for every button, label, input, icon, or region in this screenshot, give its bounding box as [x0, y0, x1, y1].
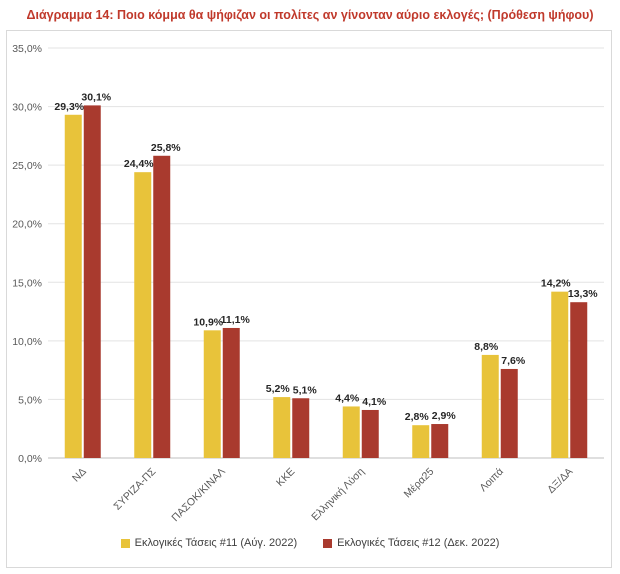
data-label: 2,8% [405, 411, 430, 423]
bar [551, 291, 569, 458]
y-tick-label: 20,0% [12, 219, 42, 231]
y-tick-label: 25,0% [12, 160, 42, 172]
x-tick-label: Ελληνική Λύση [309, 466, 367, 524]
legend-label-series-2: Εκλογικές Τάσεις #12 (Δεκ. 2022) [337, 537, 500, 549]
bar [153, 155, 171, 458]
x-tick-label: Μέρα25 [402, 466, 437, 501]
bar [64, 114, 82, 459]
legend-item-series-1: Εκλογικές Τάσεις #11 (Αύγ. 2022) [120, 537, 298, 549]
legend-swatch-series-1 [120, 538, 130, 548]
bar [203, 330, 221, 458]
bar [481, 354, 499, 458]
bar [500, 368, 518, 458]
bar [342, 406, 360, 458]
bar [222, 327, 240, 458]
chart-frame [6, 30, 612, 568]
y-tick-label: 15,0% [12, 277, 42, 289]
bar [412, 425, 430, 458]
data-label: 5,2% [266, 383, 291, 395]
data-label: 4,4% [335, 392, 360, 404]
legend: Εκλογικές Τάσεις #11 (Αύγ. 2022) Εκλογικ… [0, 537, 620, 549]
bar [570, 302, 588, 458]
x-tick-label: ΚΚΕ [274, 466, 297, 489]
data-label: 10,9% [193, 316, 223, 328]
data-label: 2,9% [432, 410, 457, 422]
data-label: 13,3% [568, 288, 598, 300]
x-tick-label: ΣΥΡΙΖΑ-ΠΣ [111, 465, 158, 512]
x-tick-label: Λοιπά [477, 466, 506, 495]
y-tick-label: 5,0% [18, 394, 42, 406]
bar [292, 398, 310, 458]
y-tick-label: 35,0% [12, 43, 42, 55]
x-tick-label: ΠΑΣΟΚ/ΚΙΝΑΛ [169, 466, 227, 524]
x-tick-label: ΔΞ/ΔΑ [545, 466, 575, 496]
chart-title: Διάγραμμα 14: Ποιο κόμμα θα ψήφιζαν οι π… [26, 8, 594, 22]
data-label: 7,6% [501, 355, 526, 367]
bar [273, 397, 291, 458]
data-label: 4,1% [362, 396, 387, 408]
legend-label-series-1: Εκλογικές Τάσεις #11 (Αύγ. 2022) [134, 537, 298, 549]
data-label: 11,1% [221, 314, 251, 326]
x-tick-label: ΝΔ [70, 466, 89, 485]
bar [361, 409, 379, 458]
y-tick-label: 0,0% [18, 453, 42, 465]
data-label: 25,8% [151, 142, 181, 154]
legend-swatch-series-2 [323, 538, 333, 548]
legend-item-series-2: Εκλογικές Τάσεις #12 (Δεκ. 2022) [323, 537, 499, 549]
data-label: 30,1% [81, 91, 111, 103]
data-label: 8,8% [474, 341, 499, 353]
bar [134, 172, 152, 458]
data-label: 14,2% [541, 278, 571, 290]
bar [83, 105, 101, 459]
y-tick-label: 10,0% [12, 336, 42, 348]
bar [431, 424, 449, 458]
data-label: 24,4% [124, 158, 154, 170]
data-label: 29,3% [54, 101, 84, 113]
y-tick-label: 30,0% [12, 102, 42, 114]
data-label: 5,1% [293, 384, 318, 396]
